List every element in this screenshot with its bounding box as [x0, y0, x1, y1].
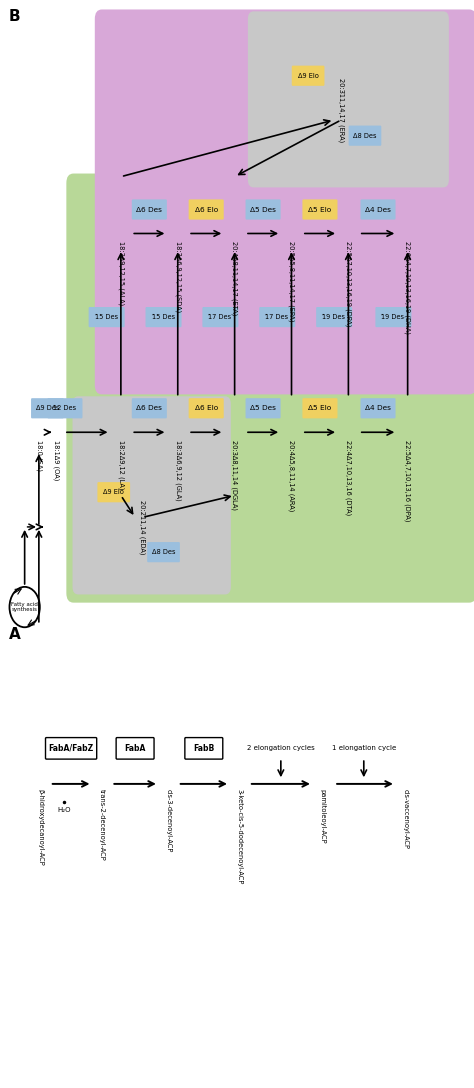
Text: cis-3-decenoyl-ACP: cis-3-decenoyl-ACP: [165, 789, 171, 852]
FancyBboxPatch shape: [292, 65, 325, 86]
FancyBboxPatch shape: [31, 398, 64, 419]
Text: Δ4 Des: Δ4 Des: [365, 406, 391, 411]
Text: β-hidroxydecanoyl-ACP: β-hidroxydecanoyl-ACP: [37, 789, 43, 865]
Text: trans-2-decenoyl-ACP: trans-2-decenoyl-ACP: [99, 789, 105, 861]
Text: FabA: FabA: [124, 744, 146, 753]
FancyBboxPatch shape: [189, 398, 224, 419]
Text: B: B: [9, 10, 20, 24]
FancyBboxPatch shape: [98, 482, 130, 503]
FancyBboxPatch shape: [189, 199, 224, 220]
Text: 18:3Δ9,12,15 (ALA): 18:3Δ9,12,15 (ALA): [118, 242, 124, 306]
FancyBboxPatch shape: [47, 398, 82, 419]
Text: Δ9 Des: Δ9 Des: [36, 406, 59, 411]
Text: ̕17 Des: ̕17 Des: [209, 314, 232, 320]
Text: Δ9 Elo: Δ9 Elo: [298, 73, 319, 78]
FancyBboxPatch shape: [316, 307, 352, 327]
FancyBboxPatch shape: [248, 11, 449, 187]
Text: 18:0 (SA): 18:0 (SA): [36, 440, 42, 471]
Text: pamitoleoyl-ACP: pamitoleoyl-ACP: [319, 789, 325, 843]
Text: Δ5 Des: Δ5 Des: [250, 207, 276, 212]
Text: ̕12 Des: ̕12 Des: [54, 406, 76, 411]
FancyBboxPatch shape: [147, 542, 180, 562]
Text: 18:3Δ6,9,12 (GLA): 18:3Δ6,9,12 (GLA): [174, 440, 181, 500]
Text: ̕15 Des: ̕15 Des: [95, 314, 118, 320]
Text: ̕19 Des: ̕19 Des: [382, 314, 405, 320]
FancyBboxPatch shape: [302, 398, 337, 419]
FancyBboxPatch shape: [46, 738, 97, 759]
FancyBboxPatch shape: [89, 307, 125, 327]
FancyBboxPatch shape: [132, 199, 167, 220]
Text: 22:5Δ7,10,13,16,19 (DPA): 22:5Δ7,10,13,16,19 (DPA): [345, 242, 352, 326]
Text: 20:2̕11,14 (EDA): 20:2̕11,14 (EDA): [139, 499, 146, 554]
Text: cis-vaccenoyl-ACP: cis-vaccenoyl-ACP: [402, 789, 408, 849]
Text: 20:4Δ8,11,14,17 (ETA): 20:4Δ8,11,14,17 (ETA): [231, 242, 238, 316]
Text: Δ6 Elo: Δ6 Elo: [194, 207, 218, 212]
Text: 3-keto-cis-5-dodecenoyl-ACP: 3-keto-cis-5-dodecenoyl-ACP: [237, 789, 242, 883]
Text: ̕19 Des: ̕19 Des: [323, 314, 346, 320]
Text: ̕17 Des: ̕17 Des: [266, 314, 289, 320]
Text: 20:3Δ8,11,14 (DGLA): 20:3Δ8,11,14 (DGLA): [231, 440, 238, 510]
FancyBboxPatch shape: [95, 10, 474, 395]
FancyBboxPatch shape: [246, 398, 281, 419]
Text: 18:2Δ9,12 (LA): 18:2Δ9,12 (LA): [118, 440, 124, 490]
FancyBboxPatch shape: [375, 307, 411, 327]
Text: FabA/FabZ: FabA/FabZ: [48, 744, 94, 753]
Text: Δ8 Des: Δ8 Des: [353, 133, 377, 138]
FancyBboxPatch shape: [361, 199, 395, 220]
Text: 20:4Δ5,8,11,14 (ARA): 20:4Δ5,8,11,14 (ARA): [288, 440, 295, 511]
FancyBboxPatch shape: [185, 738, 223, 759]
Text: 18:1Δ9 (OA): 18:1Δ9 (OA): [53, 440, 59, 480]
FancyBboxPatch shape: [246, 199, 281, 220]
Text: 22:6Δ4,7,10,13,16,19 (DHA): 22:6Δ4,7,10,13,16,19 (DHA): [404, 242, 411, 334]
FancyBboxPatch shape: [66, 174, 474, 603]
Text: FabB: FabB: [193, 744, 214, 753]
Text: Δ9 Elo: Δ9 Elo: [103, 490, 124, 495]
Text: ̕15 Des: ̕15 Des: [152, 314, 175, 320]
Text: Δ5 Elo: Δ5 Elo: [308, 207, 332, 212]
FancyBboxPatch shape: [146, 307, 182, 327]
Text: 22:5Δ4,7,10,13,16 (DPA): 22:5Δ4,7,10,13,16 (DPA): [404, 440, 411, 521]
Text: 18:3Δ6,9,12,15 (SDA): 18:3Δ6,9,12,15 (SDA): [174, 242, 181, 312]
Text: Δ4 Des: Δ4 Des: [365, 207, 391, 212]
Text: Δ6 Des: Δ6 Des: [137, 406, 162, 411]
FancyBboxPatch shape: [132, 398, 167, 419]
Text: Δ6 Des: Δ6 Des: [137, 207, 162, 212]
FancyBboxPatch shape: [302, 199, 337, 220]
Text: Δ5 Elo: Δ5 Elo: [308, 406, 332, 411]
FancyBboxPatch shape: [116, 738, 154, 759]
Text: H₂O: H₂O: [57, 806, 71, 813]
Text: 22:4Δ7,10,13,16 (DTA): 22:4Δ7,10,13,16 (DTA): [345, 440, 352, 515]
FancyBboxPatch shape: [259, 307, 295, 327]
Text: 20:3̕11,14,17 (ERA): 20:3̕11,14,17 (ERA): [338, 78, 345, 143]
Text: 2 elongation cycles: 2 elongation cycles: [247, 745, 315, 752]
FancyBboxPatch shape: [361, 398, 395, 419]
FancyBboxPatch shape: [73, 396, 231, 594]
Text: 1 elongation cycle: 1 elongation cycle: [332, 745, 396, 752]
Text: Δ5 Des: Δ5 Des: [250, 406, 276, 411]
Text: A: A: [9, 627, 20, 642]
FancyBboxPatch shape: [202, 307, 238, 327]
Text: Fatty acid
synthesis: Fatty acid synthesis: [11, 602, 38, 613]
Text: 20:5Δ5,8,11,14,17 (EPA): 20:5Δ5,8,11,14,17 (EPA): [288, 242, 295, 322]
FancyBboxPatch shape: [349, 125, 381, 146]
Text: Δ8 Des: Δ8 Des: [152, 549, 175, 555]
Text: Δ6 Elo: Δ6 Elo: [194, 406, 218, 411]
